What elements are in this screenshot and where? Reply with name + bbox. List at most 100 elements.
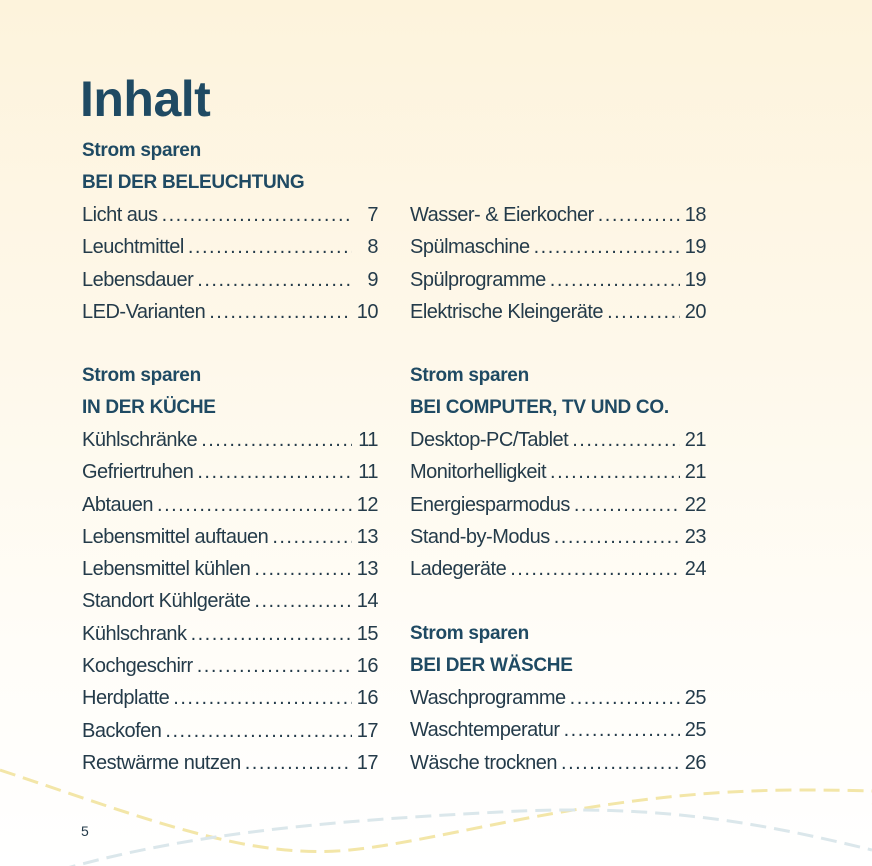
dot-leader	[197, 456, 352, 488]
toc-entry-page: 19	[684, 236, 707, 259]
toc-entry-page: 16	[356, 687, 379, 710]
toc-entry[interactable]: Stand-by-Modus 23	[410, 521, 707, 553]
toc-entry[interactable]: Ladegeräte 24	[410, 553, 707, 585]
dot-leader	[188, 231, 352, 263]
toc-entry[interactable]: Kühlschränke 11	[82, 424, 379, 456]
dot-leader	[157, 489, 352, 521]
toc-entry[interactable]: Desktop-PC/Tablet 21	[410, 424, 707, 456]
toc-entry[interactable]: Waschprogramme 25	[410, 682, 707, 714]
section-kicker: Strom sparen	[410, 623, 529, 644]
toc-entry-page: 18	[684, 204, 707, 226]
toc-entry[interactable]: Lebensdauer 9	[82, 264, 379, 296]
dot-leader	[245, 747, 352, 779]
toc-entry-page: 7	[367, 204, 378, 226]
dot-leader	[607, 296, 680, 328]
toc-entry[interactable]: Energiesparmodus 22	[410, 489, 707, 521]
toc-entry-page: 13	[356, 558, 379, 581]
toc-entry[interactable]: Elektrische Kleingeräte 20	[410, 296, 707, 328]
toc-section-kueche: Strom sparen IN DER KÜCHE Kühlschränke11Ge…	[82, 360, 379, 779]
toc-entry-page: 9	[367, 268, 378, 291]
dot-leader	[254, 585, 352, 617]
toc-entry-page: 22	[684, 493, 707, 516]
toc-entry-label: Abtauen	[82, 493, 154, 516]
toc-section-waesche: Strom sparen BEI DER WÄSCHE Waschprogramme…	[410, 618, 707, 779]
section-heading: BEI COMPUTER, TV UND CO.	[410, 397, 669, 418]
toc-entry[interactable]: Standort Kühlgeräte 14	[82, 585, 379, 617]
page-title: Inhalt	[80, 71, 211, 127]
toc-entry[interactable]: Spülprogramme 19	[410, 264, 707, 296]
section-heading: BEI DER WÄSCHE	[410, 655, 573, 676]
toc-entry-page: 11	[358, 461, 378, 484]
decorative-waves	[0, 768, 872, 866]
dot-leader	[510, 553, 680, 585]
toc-entry-label: Restwärme nutzen	[82, 751, 241, 774]
toc-entry[interactable]: Wäsche trocknen 26	[410, 747, 707, 779]
toc-entry-label: Backofen	[82, 719, 162, 742]
toc-entry[interactable]: Kühlschrank 15	[82, 618, 379, 650]
toc-section-computer: Strom sparen BEI COMPUTER, TV UND CO. Desk…	[410, 360, 707, 585]
toc-entry-page: 12	[356, 493, 379, 516]
toc-entry-page: 21	[684, 429, 707, 451]
toc-entry-page: 8	[367, 236, 378, 259]
toc-entry-page: 11	[358, 429, 378, 451]
dot-leader	[550, 264, 680, 296]
toc-entry-page: 17	[356, 719, 379, 742]
page-number: 5	[81, 823, 89, 839]
toc-entry[interactable]: Kochgeschirr 16	[82, 650, 379, 682]
dot-leader	[197, 650, 352, 682]
toc-entry-page: 19	[684, 268, 707, 291]
toc-entry-label: Kochgeschirr	[82, 655, 193, 678]
toc-entry[interactable]: Lebensmittel auftauen 13	[82, 521, 379, 553]
toc-section-beleuchtung: Strom sparen BEI DER BELEUCHTUNG Licht aus…	[82, 135, 379, 328]
toc-entry-label: Wasser- & Eierkocher	[410, 204, 594, 226]
section-kicker: Strom sparen	[410, 365, 529, 386]
toc-entry-label: LED-Varianten	[82, 300, 206, 323]
dot-leader	[254, 553, 352, 585]
toc-entry-label: Elektrische Kleingeräte	[410, 300, 604, 323]
dot-leader	[191, 618, 352, 650]
section-heading: BEI DER BELEUCHTUNG	[82, 172, 305, 193]
toc-entry-label: Licht aus	[82, 204, 158, 226]
toc-entry-label: Energiesparmodus	[410, 493, 570, 516]
toc-entry-label: Wäsche trocknen	[410, 751, 558, 774]
dot-leader	[564, 714, 680, 746]
toc-entry[interactable]: Lebensmittel kühlen 13	[82, 553, 379, 585]
dot-leader	[165, 715, 352, 747]
toc-entry[interactable]: Restwärme nutzen 17	[82, 747, 379, 779]
toc-entry[interactable]: Herdplatte 16	[82, 682, 379, 714]
toc-entry-page: 14	[356, 590, 379, 613]
toc-entry[interactable]: LED-Varianten 10	[82, 296, 379, 328]
toc-entry-label: Kühlschrank	[82, 622, 187, 645]
toc-entry[interactable]: Gefriertruhen 11	[82, 456, 379, 488]
dot-leader	[570, 682, 680, 714]
dot-leader	[574, 489, 680, 521]
section-kicker: Strom sparen	[82, 365, 201, 386]
dot-leader	[173, 682, 352, 714]
toc-entry[interactable]: Wasser- & Eierkocher 18	[410, 199, 707, 231]
dot-leader	[201, 424, 352, 456]
toc-entry[interactable]: Licht aus 7	[82, 199, 379, 231]
toc-entry-label: Standort Kühlgeräte	[82, 590, 251, 613]
toc-entry[interactable]: Monitorhelligkeit 21	[410, 456, 707, 488]
toc-entry-page: 25	[684, 719, 707, 742]
toc-section-kueche-continued: Wasser- & Eierkocher 18 Spülmaschine19Spül…	[410, 199, 707, 328]
toc-entry[interactable]: Spülmaschine 19	[410, 231, 707, 263]
toc-entry[interactable]: Abtauen 12	[82, 489, 379, 521]
toc-entry[interactable]: Waschtemperatur 25	[410, 714, 707, 746]
toc-entry-page: 17	[356, 751, 379, 774]
dot-leader	[561, 747, 680, 779]
toc-entry-label: Lebensmittel kühlen	[82, 558, 251, 581]
toc-entry-label: Monitorhelligkeit	[410, 461, 547, 484]
section-heading: IN DER KÜCHE	[82, 397, 216, 418]
toc-entry-label: Lebensdauer	[82, 268, 194, 291]
toc-entry-label: Desktop-PC/Tablet	[410, 429, 569, 451]
dot-leader	[272, 521, 352, 553]
toc-entry-page: 21	[684, 461, 707, 484]
toc-entry-page: 10	[356, 300, 379, 323]
dot-leader	[197, 264, 352, 296]
toc-entry[interactable]: Leuchtmittel 8	[82, 231, 379, 263]
toc-entry[interactable]: Backofen 17	[82, 715, 379, 747]
dot-leader	[598, 199, 680, 231]
toc-entry-label: Lebensmittel auftauen	[82, 525, 269, 548]
toc-entry-page: 25	[684, 687, 707, 709]
